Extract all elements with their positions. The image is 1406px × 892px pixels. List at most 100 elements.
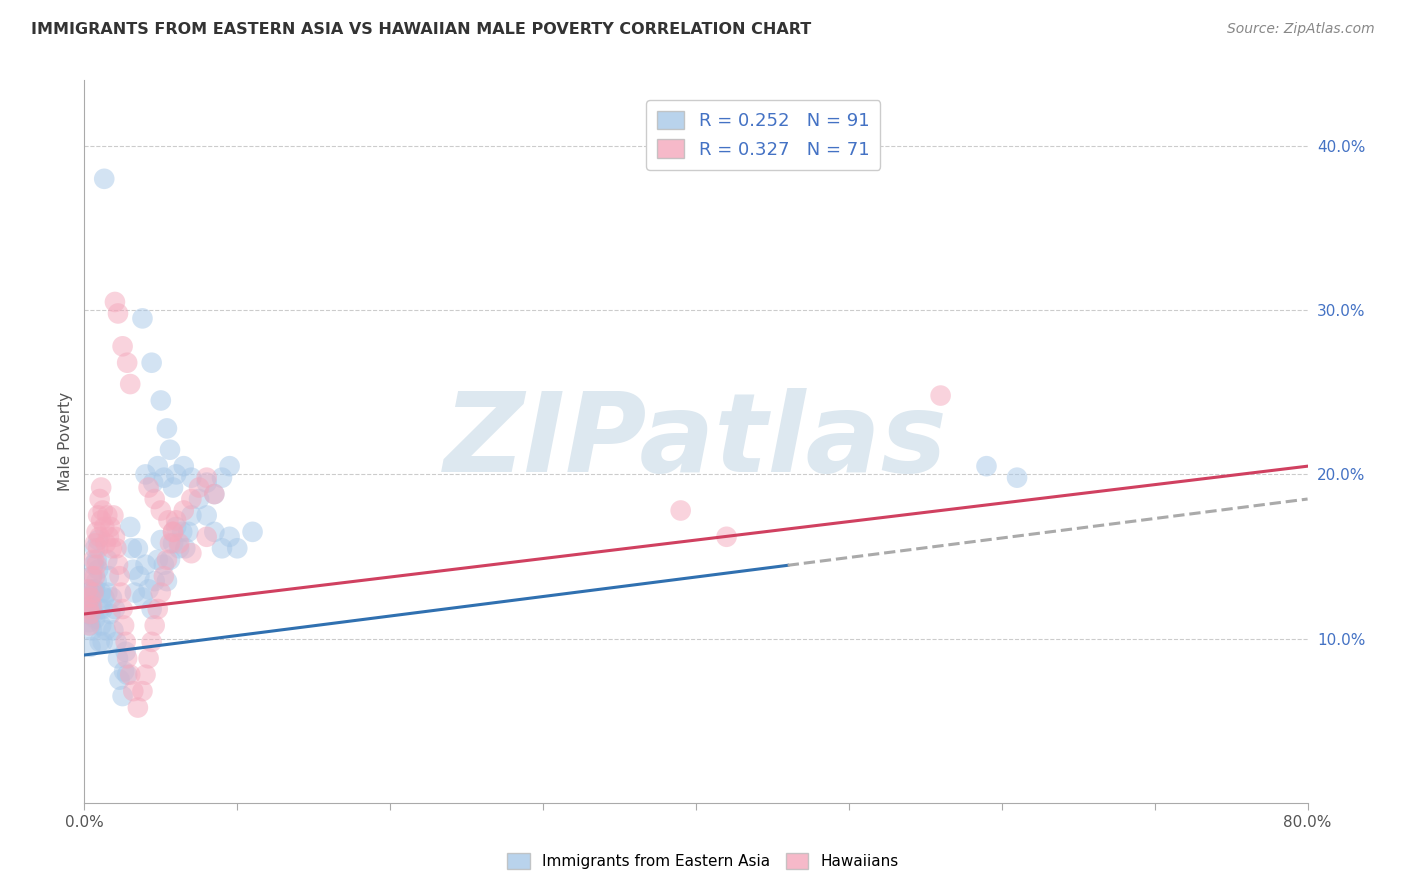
Point (77, 618, 100, 632)
Point (165, 520, 187, 534)
Point (80, 569, 103, 583)
Point (180, 508, 202, 523)
Point (77, 602, 100, 616)
Point (93, 520, 115, 534)
Point (141, 635, 163, 649)
Point (89, 491, 111, 506)
Point (202, 487, 225, 501)
Point (149, 585, 172, 599)
Point (146, 459, 169, 474)
Point (120, 377, 142, 392)
Point (79, 607, 101, 621)
Point (94, 536, 117, 550)
Point (105, 541, 128, 556)
Point (111, 339, 134, 353)
Point (165, 513, 187, 527)
Point (104, 530, 127, 544)
Point (156, 553, 179, 567)
Point (76, 591, 98, 605)
Point (180, 470, 202, 484)
Point (1005, 470, 1028, 484)
Point (111, 602, 134, 616)
Point (138, 481, 160, 495)
Point (107, 651, 129, 665)
Point (87, 563, 110, 577)
Point (138, 651, 160, 665)
Point (112, 618, 135, 632)
Point (159, 442, 181, 457)
Point (107, 306, 129, 320)
Point (87, 541, 110, 556)
Point (97, 569, 120, 583)
Point (195, 470, 218, 484)
Point (146, 602, 169, 616)
Text: IMMIGRANTS FROM EASTERN ASIA VS HAWAIIAN MALE POVERTY CORRELATION CHART: IMMIGRANTS FROM EASTERN ASIA VS HAWAIIAN… (31, 22, 811, 37)
Point (121, 541, 143, 556)
Point (101, 541, 124, 556)
Point (929, 388, 952, 402)
Point (83, 582, 105, 597)
Point (157, 513, 180, 527)
Point (149, 503, 172, 517)
Point (141, 356, 163, 370)
Point (84, 569, 107, 583)
Point (87, 533, 110, 547)
Point (76, 582, 98, 597)
Point (149, 393, 172, 408)
Point (195, 530, 218, 544)
Point (104, 295, 127, 310)
Point (105, 635, 128, 649)
Point (165, 467, 187, 482)
Point (107, 558, 129, 572)
Point (173, 503, 195, 517)
Point (669, 503, 692, 517)
Point (127, 700, 149, 714)
Point (159, 536, 181, 550)
Point (80, 602, 103, 616)
Point (128, 569, 150, 583)
Point (86, 574, 108, 588)
Point (143, 491, 166, 506)
Point (84, 612, 107, 626)
Point (114, 645, 136, 659)
Point (138, 582, 160, 597)
Point (103, 508, 125, 523)
Point (716, 530, 738, 544)
Point (174, 541, 197, 556)
Point (96, 585, 118, 599)
Point (226, 541, 249, 556)
Point (211, 470, 233, 484)
Point (180, 546, 202, 560)
Point (94, 624, 117, 638)
Point (135, 558, 157, 572)
Point (162, 536, 184, 550)
Point (115, 356, 138, 370)
Point (83, 585, 105, 599)
Point (84, 582, 107, 597)
Point (87, 508, 110, 523)
Point (83, 558, 105, 572)
Point (86, 553, 108, 567)
Point (79, 640, 101, 654)
Point (89, 602, 111, 616)
Point (111, 689, 134, 703)
Point (90, 585, 112, 599)
Point (153, 470, 176, 484)
Point (93, 591, 115, 605)
Point (98, 607, 121, 621)
Point (80, 624, 103, 638)
Point (167, 536, 190, 550)
Point (108, 569, 131, 583)
Point (96, 508, 118, 523)
Point (77, 582, 100, 597)
Point (153, 558, 176, 572)
Point (103, 624, 125, 638)
Point (80, 599, 103, 613)
Point (90, 618, 112, 632)
Y-axis label: Male Poverty: Male Poverty (58, 392, 73, 491)
Point (104, 602, 127, 616)
Point (218, 459, 240, 474)
Point (173, 459, 195, 474)
Point (167, 541, 190, 556)
Point (91, 602, 114, 616)
